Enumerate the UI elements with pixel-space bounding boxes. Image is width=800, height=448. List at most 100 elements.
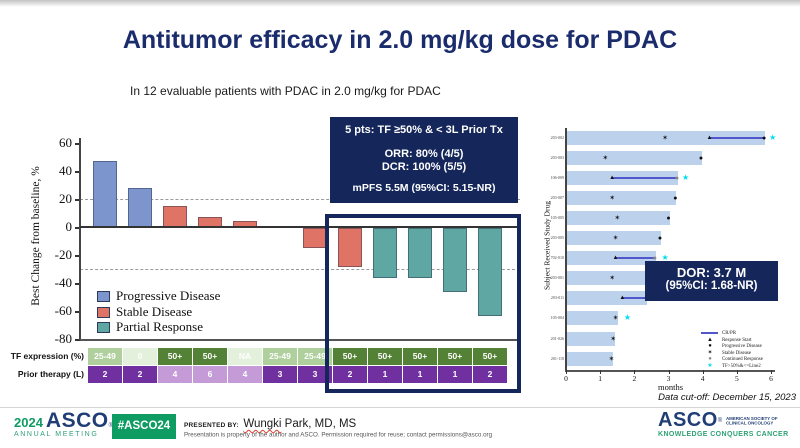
swimmer-bar <box>567 251 656 266</box>
table-cell: 4 <box>228 366 262 383</box>
swimmer-bar <box>567 210 670 225</box>
stable-disease-marker: ✶ <box>609 274 616 283</box>
y-tick <box>75 227 80 229</box>
legend-entry-label: Response Start <box>722 336 752 342</box>
y-tick-label: 0 <box>65 219 73 234</box>
y-tick <box>75 339 80 341</box>
progressive-disease-marker: ● <box>673 193 678 202</box>
progressive-disease-marker: ● <box>698 153 704 162</box>
cohort-definition: 5 pts: TF ≥50% & < 3L Prior Tx <box>345 124 503 136</box>
footer-divider <box>0 407 800 408</box>
y-tick-label: -20 <box>54 247 72 262</box>
legend-label: Partial Response <box>116 319 204 334</box>
asco-wordmark: ASCO <box>45 409 109 432</box>
legend-symbol-circle: ● <box>708 343 712 350</box>
permission-disclaimer: Presentation is property of the author a… <box>184 431 493 439</box>
waterfall-bar <box>373 228 397 279</box>
swimmer-bar <box>567 231 661 245</box>
table-cell: 3 <box>263 366 297 383</box>
subject-id: 201-118 <box>550 355 564 361</box>
y-tick-label: 40 <box>59 163 72 178</box>
table-cell: 50+ <box>193 348 227 365</box>
screenshot-top-edge <box>0 0 800 7</box>
waterfall-zero-line <box>80 226 520 228</box>
orr-stat: ORR: 80% (4/5) <box>384 148 464 160</box>
table-cell: 1 <box>438 366 472 383</box>
legend-entry-label: Progressive Disease <box>722 342 762 349</box>
swimmer-bar <box>567 291 648 306</box>
stable-disease-marker: ✶ <box>602 153 609 162</box>
cohort-stats-box: 5 pts: TF ≥50% & < 3L Prior Tx ORR: 80% … <box>330 117 518 203</box>
highlight-outline-box <box>325 214 521 393</box>
society-line2: CLINICAL ONCOLOGY <box>726 419 774 425</box>
mpfs-stat: mPFS 5.5M (95%CI: 5.15-NR) <box>352 182 496 194</box>
presenter-name: Wungki Park, MD, MS <box>243 418 356 430</box>
table-row-label: TF expression (%) <box>10 351 84 361</box>
stable-disease-marker: ✶ <box>612 234 619 242</box>
subject-id: 203-003 <box>550 154 564 160</box>
subject-id: 203-005 <box>550 235 564 240</box>
x-tick <box>771 370 773 374</box>
subject-id: 702-010 <box>550 255 564 260</box>
dor-value: DOR: 3.7 M <box>676 265 747 280</box>
stable-disease-marker: ✶ <box>612 314 619 323</box>
swimmer-bar <box>567 130 766 145</box>
dor-stats-box: DOR: 3.7 M (95%CI: 1.68-NR) <box>645 261 778 301</box>
x-tick-label: 2 <box>632 374 637 383</box>
y-tick <box>75 311 80 313</box>
presenter-first-name: Wungki <box>243 418 282 430</box>
table-cell: 50+ <box>403 348 437 365</box>
table-cell: 1 <box>368 366 402 383</box>
stable-disease-marker: ✶ <box>608 354 615 363</box>
registered-mark: ® <box>717 417 723 424</box>
asco-annual-meeting-logo: 2024 ASCO ® ANNUAL MEETING <box>14 409 113 438</box>
legend-label: Stable Disease <box>116 303 193 319</box>
legend-crpr-line <box>701 332 718 334</box>
x-tick <box>702 370 704 374</box>
legend-swatch-sd <box>97 306 110 318</box>
continued-response-marker: ● <box>674 173 680 182</box>
x-tick-label: 0 <box>564 374 568 383</box>
x-tick-label: 6 <box>769 374 773 383</box>
table-cell: 6 <box>193 366 227 383</box>
table-cell: 25-49 <box>298 348 332 365</box>
meeting-year: 2024 <box>14 415 43 430</box>
legend-entry-label: Stable Disease <box>722 349 752 356</box>
swimmer-bar <box>567 311 619 326</box>
response-start-marker: ▲ <box>609 174 616 181</box>
tf-flag-marker: ★ <box>769 132 777 142</box>
presenter-block: PRESENTED BY: Wungki Park, MD, MS <box>184 414 356 432</box>
dcr-stat: DCR: 100% (5/5) <box>381 161 467 173</box>
subject-id: 106-009 <box>550 174 564 180</box>
swimmer-x-axis <box>565 370 775 372</box>
table-cell: 50+ <box>473 348 507 365</box>
swimmer-bar <box>567 331 615 346</box>
subject-id: 203-011 <box>550 295 564 301</box>
stable-disease-marker: ✶ <box>610 334 617 343</box>
swimmer-bar <box>567 271 653 286</box>
slide-subtitle: In 12 evaluable patients with PDAC in 2.… <box>130 84 441 98</box>
x-tick <box>566 370 567 374</box>
dor-ci: (95%CI: 1.68-NR) <box>665 280 758 292</box>
society-line1: AMERICAN SOCIETY OF <box>726 415 778 421</box>
tf-flag-marker: ★ <box>661 253 669 263</box>
swimmer-y-axis <box>565 128 567 370</box>
waterfall-bar <box>93 161 117 227</box>
table-cell: 1 <box>403 366 437 383</box>
subject-id: 201-026 <box>550 335 564 341</box>
slide-title: Antitumor efficacy in 2.0 mg/kg dose for… <box>122 26 678 54</box>
crpr-duration-line <box>612 176 678 179</box>
annual-meeting-label: ANNUAL MEETING <box>14 431 99 438</box>
legend-entry-label: TF>50%&<=Line2 <box>722 362 761 369</box>
swimmer-bar <box>567 190 677 205</box>
asco-logo-wordmark: ASCO <box>658 409 718 431</box>
legend-symbol-circle-grey: ● <box>708 356 712 363</box>
response-start-marker: ▲ <box>706 134 713 141</box>
subject-id: 203-007 <box>550 195 564 200</box>
crpr-duration-line <box>709 136 765 139</box>
y-tick <box>75 171 80 173</box>
legend-entry-label: Continued Response <box>722 356 763 362</box>
tf-flag-marker: ★ <box>623 313 632 323</box>
stable-disease-marker: ✶ <box>614 213 621 222</box>
